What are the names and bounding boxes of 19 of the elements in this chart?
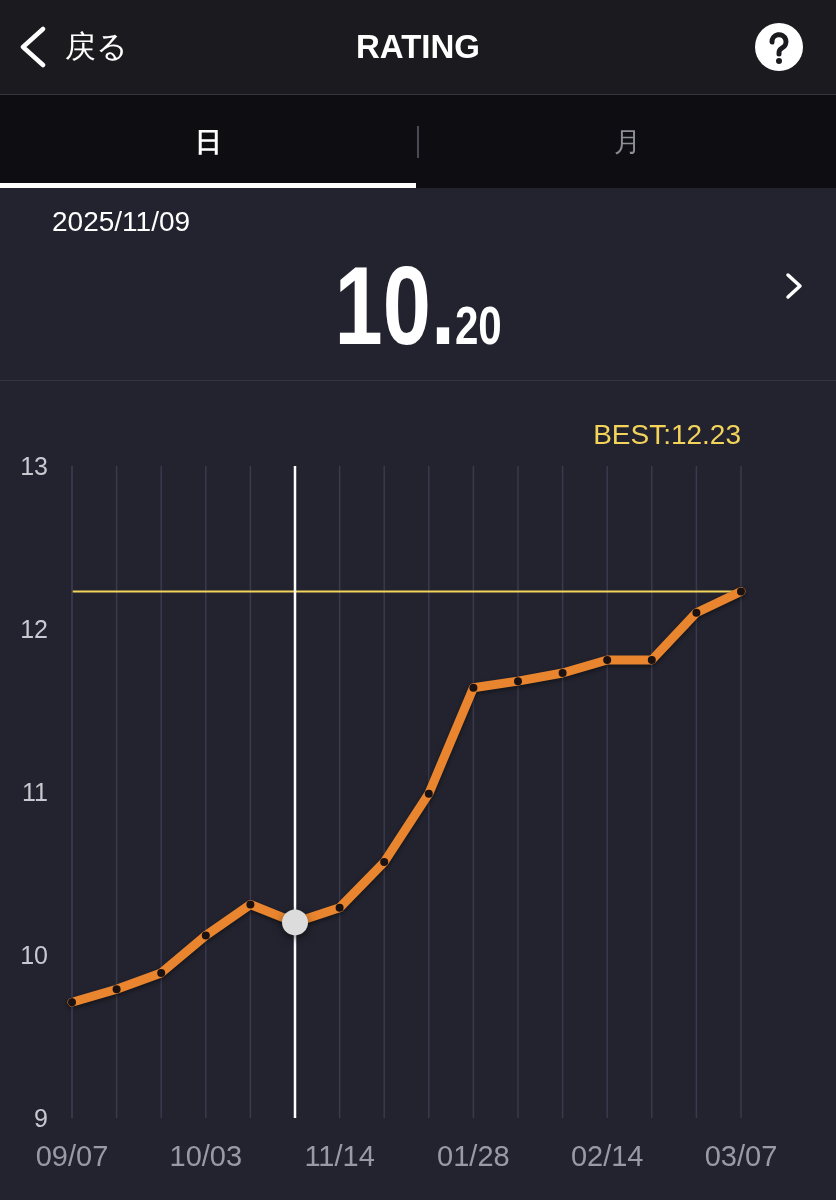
y-tick-label: 11: [22, 777, 48, 806]
y-tick-label: 13: [20, 451, 48, 480]
text: 戻る: [65, 28, 128, 66]
point: [282, 909, 308, 936]
x-tick-label: 10/03: [169, 1139, 243, 1172]
text: 日: [194, 127, 222, 157]
chart-title: RATING: [355, 28, 481, 65]
text: 2025/11/09: [52, 206, 191, 238]
y-tick-label: 12: [20, 614, 48, 643]
x-tick-label: 03/07: [704, 1139, 778, 1172]
y-tick-label: 10: [20, 940, 48, 969]
x-tick-label: 09/07: [35, 1139, 109, 1172]
x-tick-label: 11/14: [304, 1139, 375, 1172]
ref-line-label: BEST:12.23: [593, 419, 741, 450]
x-tick-label: 01/28: [437, 1139, 510, 1172]
x-tick-label: 02/14: [570, 1139, 644, 1172]
text: 10.20: [334, 244, 502, 368]
y-tick-label: 9: [34, 1103, 48, 1132]
text: 月: [613, 127, 641, 157]
